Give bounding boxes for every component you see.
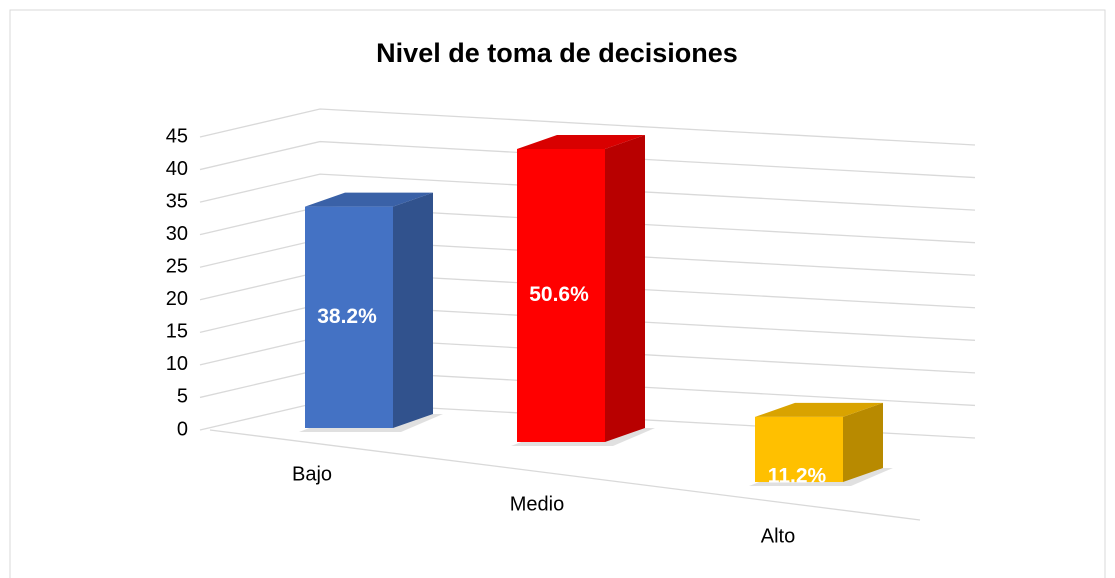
bar-side [605, 135, 645, 442]
grid-line [199, 140, 976, 179]
bar-top [305, 192, 433, 207]
y-tick-label: 30 [166, 223, 188, 245]
y-tick-label: 25 [166, 256, 188, 278]
y-tick-label: 40 [166, 158, 188, 180]
bar-top [517, 135, 645, 149]
data-label: 11.2% [768, 464, 827, 487]
x-tick-label: Bajo [292, 463, 332, 485]
bar [517, 149, 605, 442]
y-tick-label: 0 [177, 418, 188, 440]
bar-side [843, 402, 883, 482]
floor-edge [209, 429, 921, 521]
x-tick-label: Medio [510, 493, 564, 515]
y-tick-label: 45 [166, 125, 188, 147]
x-tick-label: Alto [761, 525, 795, 547]
grid-line [199, 108, 976, 146]
y-tick-label: 10 [166, 353, 188, 375]
y-tick-label: 5 [177, 386, 188, 408]
data-label: 50.6% [529, 283, 589, 306]
y-tick-label: 35 [166, 190, 188, 212]
data-label: 38.2% [317, 305, 377, 328]
bar [755, 416, 843, 482]
bar-side [393, 192, 433, 428]
grid-line [199, 173, 976, 211]
y-tick-label: 15 [166, 321, 188, 343]
bar-top [755, 402, 883, 417]
chart-title: Nivel de toma de decisiones [376, 38, 738, 68]
bar [305, 206, 393, 428]
bars: 38.2% Bajo 50.6% Medio 11.2% Alto [292, 135, 893, 547]
y-tick-label: 20 [166, 288, 188, 310]
